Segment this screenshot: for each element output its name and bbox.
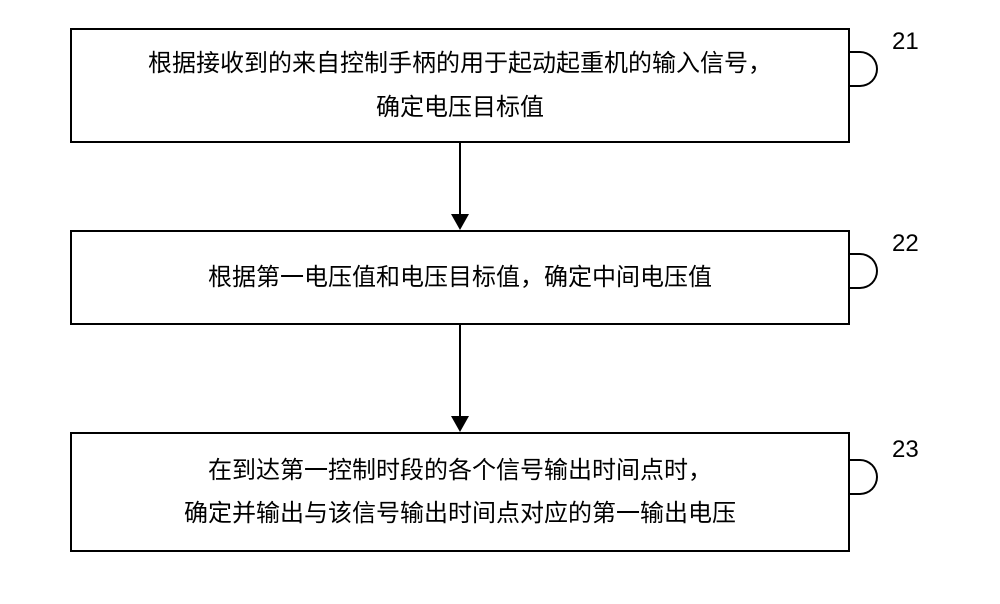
arrow-1-to-2 <box>459 143 461 215</box>
step-3-connector <box>850 459 878 495</box>
arrow-head-2-to-3 <box>451 416 469 432</box>
arrow-head-1-to-2 <box>451 214 469 230</box>
step-1-label: 21 <box>892 28 919 56</box>
step-1-text: 根据接收到的来自控制手柄的用于起动起重机的输入信号， 确定电压目标值 <box>148 42 772 128</box>
step-2-line-1: 根据第一电压值和电压目标值，确定中间电压值 <box>208 264 712 291</box>
flowchart-container: 根据接收到的来自控制手柄的用于起动起重机的输入信号， 确定电压目标值 21 根据… <box>0 0 1000 604</box>
step-3-line-2: 确定并输出与该信号输出时间点对应的第一输出电压 <box>184 500 736 527</box>
flowchart-step-3: 在到达第一控制时段的各个信号输出时间点时， 确定并输出与该信号输出时间点对应的第… <box>70 432 850 552</box>
step-1-connector <box>850 51 878 87</box>
arrow-2-to-3 <box>459 325 461 417</box>
step-2-connector <box>850 253 878 289</box>
step-2-label: 22 <box>892 230 919 258</box>
step-1-line-1: 根据接收到的来自控制手柄的用于起动起重机的输入信号， <box>148 50 772 77</box>
step-3-line-1: 在到达第一控制时段的各个信号输出时间点时， <box>208 457 712 484</box>
step-2-text: 根据第一电压值和电压目标值，确定中间电压值 <box>208 256 712 299</box>
step-3-text: 在到达第一控制时段的各个信号输出时间点时， 确定并输出与该信号输出时间点对应的第… <box>184 449 736 535</box>
flowchart-step-2: 根据第一电压值和电压目标值，确定中间电压值 <box>70 230 850 325</box>
step-1-line-2: 确定电压目标值 <box>376 94 544 121</box>
step-3-label: 23 <box>892 436 919 464</box>
flowchart-step-1: 根据接收到的来自控制手柄的用于起动起重机的输入信号， 确定电压目标值 <box>70 28 850 143</box>
